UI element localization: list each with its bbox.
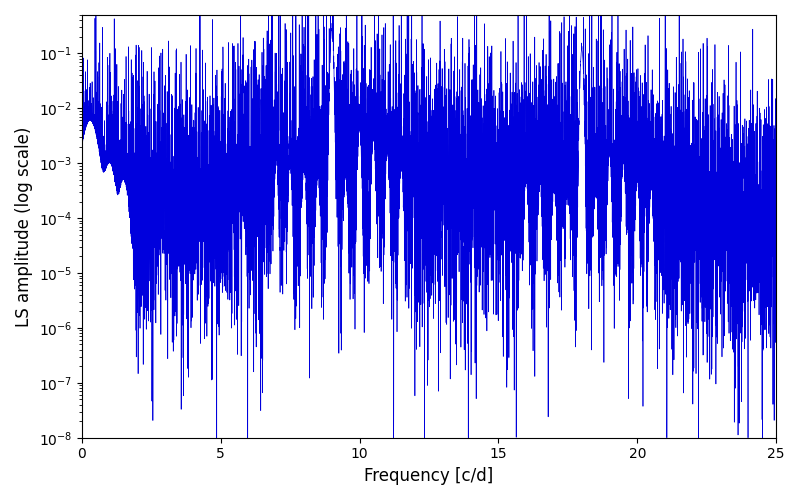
X-axis label: Frequency [c/d]: Frequency [c/d]	[364, 467, 494, 485]
Y-axis label: LS amplitude (log scale): LS amplitude (log scale)	[15, 126, 33, 326]
